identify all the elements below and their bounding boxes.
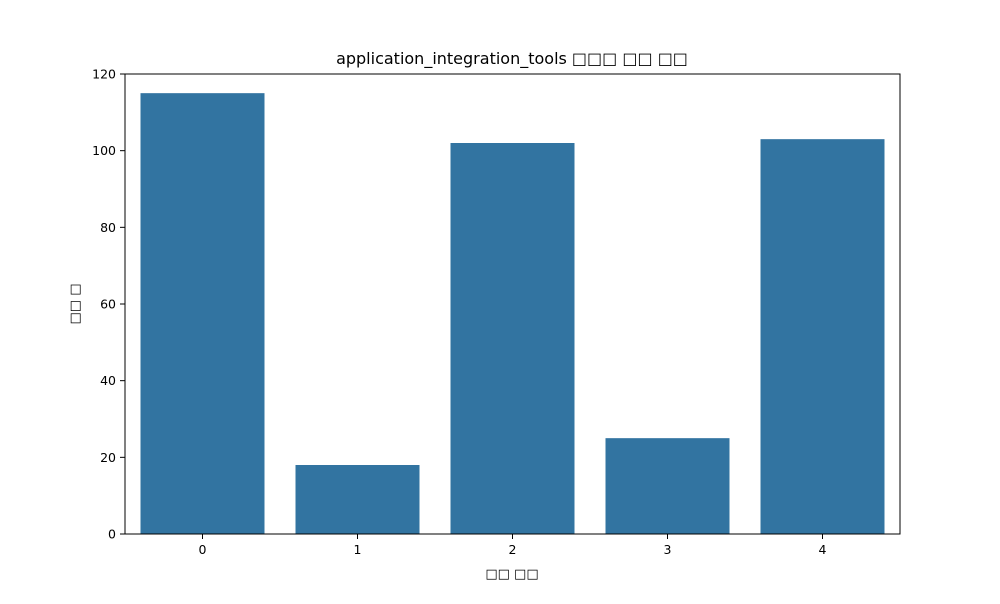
y-axis-label: □□ □: [68, 284, 83, 325]
x-axis-ticks: 0 1 2 3 4: [199, 534, 827, 557]
x-tick-label: 4: [819, 542, 827, 557]
y-tick-label: 40: [100, 373, 116, 388]
y-tick-label: 100: [92, 143, 116, 158]
plot-area-frame: [124, 73, 901, 535]
y-tick-label: 120: [92, 67, 116, 82]
y-tick-label: 0: [108, 527, 116, 542]
bar-1: [295, 465, 420, 534]
chart-title: application_integration_tools □□□ □□ □□: [336, 49, 688, 69]
y-tick-label: 20: [100, 450, 116, 465]
y-axis-ticks: 0 20 40 60 80 100 120: [92, 67, 125, 542]
bar-2: [450, 143, 575, 534]
x-tick-label: 3: [664, 542, 672, 557]
y-tick-label: 60: [100, 297, 116, 312]
x-tick-label: 1: [354, 542, 362, 557]
bar-4: [760, 139, 885, 534]
bar-0: [140, 93, 265, 535]
bar-3: [605, 438, 730, 534]
bars-group: [140, 93, 885, 535]
x-tick-label: 2: [509, 542, 517, 557]
y-tick-label: 80: [100, 220, 116, 235]
x-tick-label: 0: [199, 542, 207, 557]
x-axis-label: □□ □□: [485, 567, 538, 582]
